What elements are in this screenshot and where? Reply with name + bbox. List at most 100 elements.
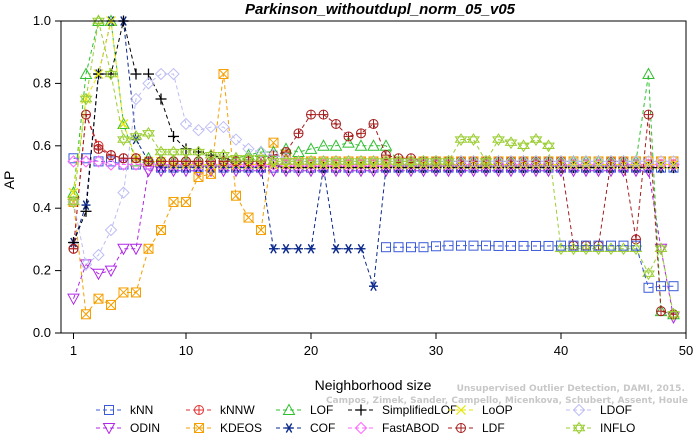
- data-point: [79, 155, 93, 168]
- data-point: [656, 159, 666, 170]
- data-point: [654, 243, 668, 256]
- data-point: [642, 267, 655, 281]
- data-point: [293, 128, 304, 139]
- data-point: [218, 69, 229, 80]
- data-point: [106, 150, 116, 161]
- data-point: [492, 155, 505, 168]
- data-point: [79, 259, 93, 271]
- series-line: [73, 73, 674, 316]
- data-point: [356, 128, 366, 139]
- data-point: [118, 119, 129, 129]
- data-point: [279, 155, 293, 168]
- data-point: [92, 155, 105, 168]
- data-point: [643, 282, 654, 293]
- data-point: [518, 240, 529, 251]
- data-point: [342, 155, 355, 168]
- legend-item: COF: [276, 421, 335, 434]
- y-axis-label: AP: [1, 171, 17, 190]
- data-point: [667, 155, 680, 168]
- data-point: [81, 200, 91, 210]
- data-point: [267, 158, 280, 171]
- legend-item: kNNW: [186, 403, 255, 417]
- data-point: [631, 240, 641, 251]
- data-point: [529, 133, 543, 146]
- data-point: [93, 143, 104, 154]
- data-point: [442, 155, 455, 168]
- data-point: [267, 155, 280, 168]
- data-point: [93, 69, 104, 79]
- legend-marker: [456, 405, 466, 415]
- data-point: [368, 118, 379, 129]
- plot-frame: [60, 20, 687, 334]
- data-point: [104, 265, 118, 278]
- data-point: [354, 139, 368, 151]
- data-point: [317, 139, 330, 151]
- data-point: [67, 155, 80, 168]
- legend-marker: [572, 403, 586, 417]
- y-tick-label: 0.6: [33, 138, 51, 153]
- legend-marker: [194, 405, 204, 415]
- data-point: [204, 148, 218, 162]
- data-point: [654, 242, 668, 256]
- data-point: [79, 67, 93, 80]
- data-point: [168, 130, 179, 142]
- legend-item: LOF: [276, 403, 333, 417]
- data-point: [193, 172, 204, 182]
- data-point: [542, 155, 555, 168]
- legend-item: SimplifiedLOF: [348, 403, 457, 417]
- data-point: [343, 131, 354, 142]
- legend-label: SimplifiedLOF: [382, 403, 457, 417]
- series-line: [73, 114, 674, 315]
- data-point: [504, 136, 518, 150]
- x-axis-ticks: 1 10 20 30 40 50: [70, 333, 693, 358]
- data-point: [481, 240, 491, 251]
- data-point: [192, 145, 205, 159]
- series-line: [386, 245, 674, 289]
- data-point: [331, 243, 341, 254]
- data-point: [192, 158, 205, 171]
- data-point: [443, 240, 454, 251]
- data-point: [79, 258, 93, 271]
- x-tick-label: 20: [304, 343, 318, 358]
- legend-label: kNNW: [220, 403, 255, 417]
- data-point: [254, 145, 268, 159]
- data-point: [168, 196, 179, 207]
- data-point: [667, 307, 680, 321]
- data-point: [155, 93, 167, 105]
- data-point: [306, 109, 316, 120]
- data-point: [317, 155, 330, 168]
- legend-marker: [284, 423, 294, 433]
- legend-marker: [572, 421, 586, 434]
- data-point: [542, 139, 555, 153]
- data-point: [506, 240, 516, 251]
- data-point: [92, 248, 105, 262]
- data-point: [156, 225, 166, 236]
- data-point: [217, 148, 230, 162]
- legend-item: kNN: [96, 403, 153, 417]
- data-point: [479, 155, 493, 168]
- legend-item: LoOP: [448, 403, 513, 417]
- data-point: [279, 158, 293, 171]
- data-point: [556, 240, 566, 251]
- watermark-line: Unsupervised Outlier Detection, DAMI, 20…: [457, 384, 685, 394]
- data-point: [242, 151, 255, 165]
- data-point: [179, 117, 193, 131]
- data-point: [392, 155, 405, 168]
- data-point: [329, 155, 343, 168]
- legend-label: ODIN: [130, 421, 160, 434]
- data-point: [568, 240, 579, 251]
- data-point: [504, 155, 518, 168]
- data-point: [93, 293, 104, 304]
- series-simplifiedlof: [68, 15, 679, 249]
- y-tick-label: 1.0: [33, 13, 51, 28]
- data-point: [242, 158, 255, 171]
- data-point: [81, 309, 91, 320]
- legend-label: LOF: [310, 403, 333, 417]
- legend-label: INFLO: [600, 421, 635, 434]
- data-point: [604, 242, 618, 256]
- data-point: [342, 136, 355, 148]
- data-point: [92, 268, 105, 281]
- series-line: [73, 170, 674, 318]
- data-point: [93, 156, 104, 167]
- data-point: [104, 158, 118, 171]
